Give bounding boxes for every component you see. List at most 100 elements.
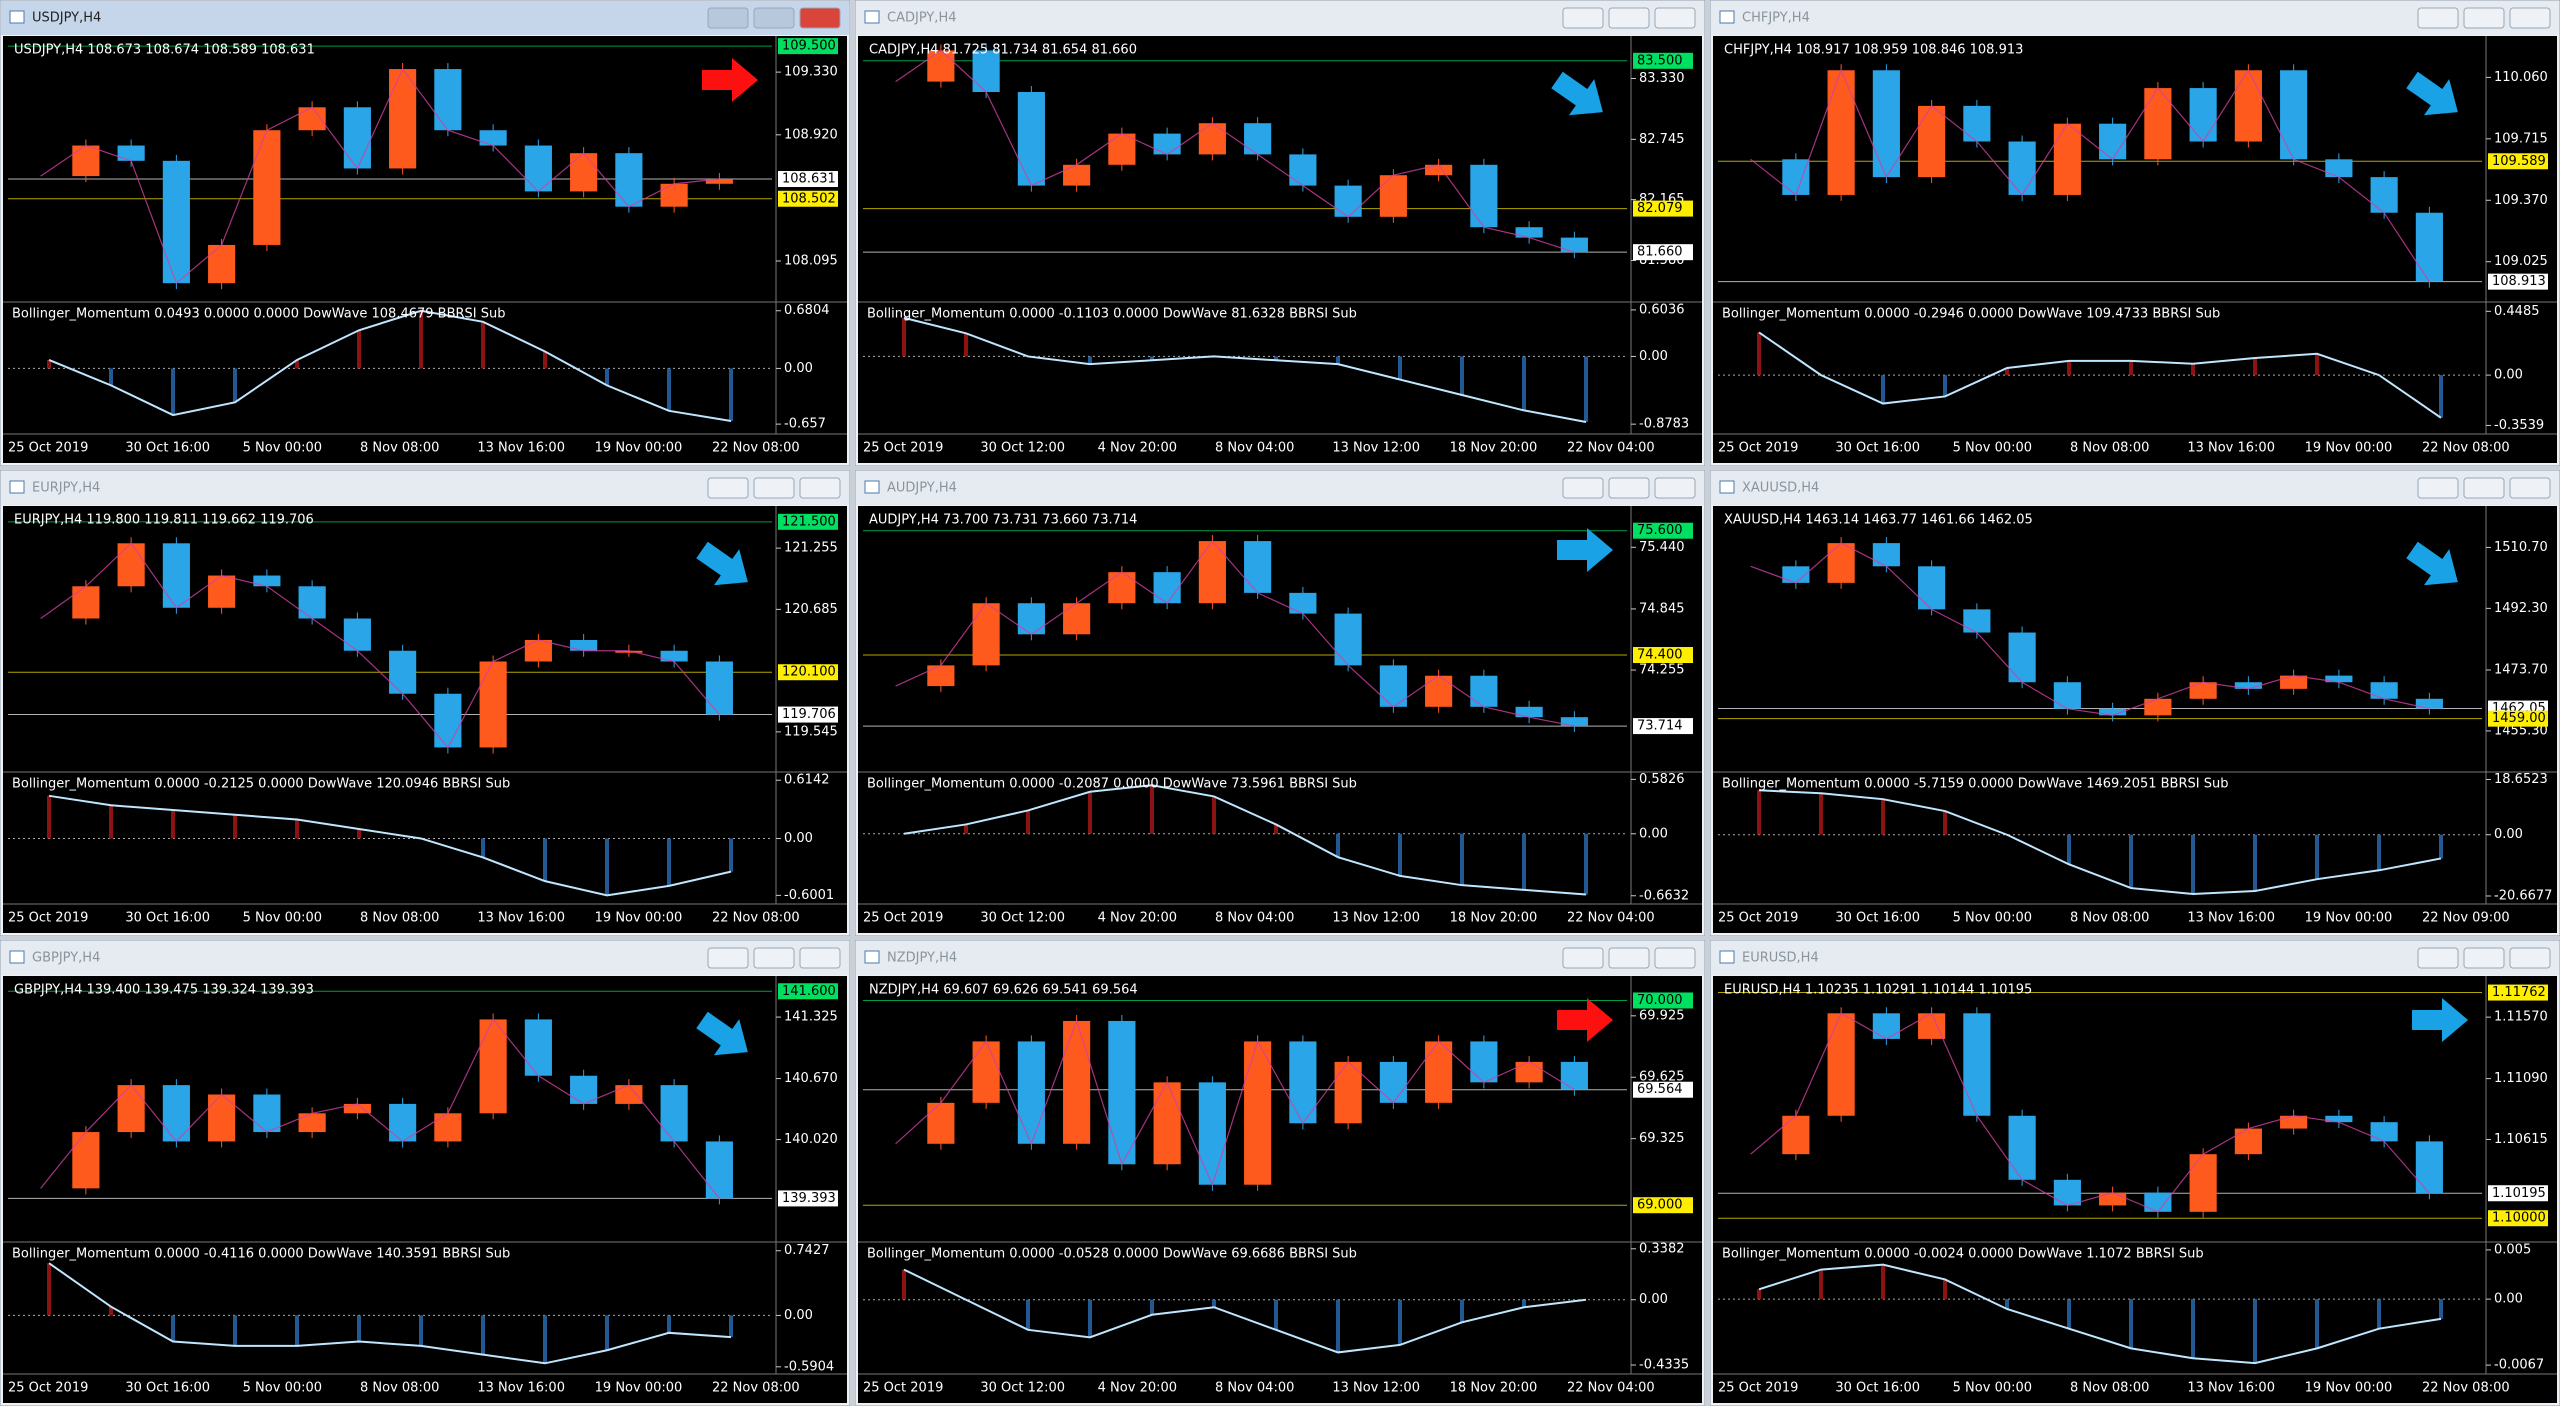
- date-label: 22 Nov 08:00: [712, 441, 800, 456]
- momentum-bar: [2005, 1299, 2009, 1309]
- candle: [1872, 70, 1900, 178]
- price-tag-label: 141.600: [782, 984, 836, 999]
- candle: [1515, 227, 1543, 238]
- momentum-bar: [2129, 834, 2133, 889]
- close-button[interactable]: [2509, 947, 2551, 969]
- maximize-button[interactable]: [753, 477, 795, 499]
- window-title: CHFJPY,H4: [1742, 11, 1810, 26]
- candle: [1244, 541, 1272, 593]
- maximize-button[interactable]: [753, 947, 795, 969]
- momentum-bar: [2067, 1299, 2071, 1329]
- chart-window[interactable]: XAUUSD,H41510.701492.301473.701455.30146…: [1710, 470, 2560, 936]
- chart-window[interactable]: CADJPY,H483.33082.74582.16581.58083.5008…: [855, 0, 1705, 466]
- minimize-button[interactable]: [2417, 947, 2459, 969]
- candle: [162, 543, 190, 608]
- maximize-button[interactable]: [2463, 947, 2505, 969]
- sub-scale-label: 0.00: [1639, 826, 1668, 841]
- momentum-bar: [667, 368, 671, 411]
- candle: [2370, 177, 2398, 213]
- candle: [2415, 1141, 2443, 1194]
- minimize-button[interactable]: [1562, 477, 1604, 499]
- sub-scale-label: 0.00: [1639, 1292, 1668, 1307]
- momentum-bar: [1757, 1289, 1761, 1300]
- candle: [2099, 123, 2127, 160]
- candle: [2280, 1115, 2308, 1129]
- chart-window[interactable]: GBPJPY,H4 141.325 140.670 140.020 141.600 139…: [0, 940, 850, 1406]
- price-label: 121.255: [784, 541, 838, 556]
- maximize-button[interactable]: [753, 7, 795, 29]
- minimize-button[interactable]: [707, 477, 749, 499]
- chart-window[interactable]: EURUSD,H4 1.11570 1.11090 1.10615 1.11762 1.1…: [1710, 940, 2560, 1406]
- momentum-bar: [1150, 785, 1154, 834]
- maximize-button[interactable]: [2463, 477, 2505, 499]
- close-button[interactable]: [1654, 947, 1696, 969]
- momentum-bar: [902, 1269, 906, 1300]
- chart-window[interactable]: CHFJPY,H4 110.060 109.715 109.370 109.025 109…: [1710, 0, 2560, 466]
- price-label: 69.925: [1639, 1008, 1685, 1023]
- minimize-button[interactable]: [2417, 477, 2459, 499]
- chart-window[interactable]: EURJPY,H4 121.255 120.685 119.545 121.500 120…: [0, 470, 850, 936]
- candle: [298, 1113, 326, 1133]
- momentum-bar: [605, 368, 609, 386]
- chart-window[interactable]: AUDJPY,H4 75.440 74.845 74.255 75.600 74.400 7…: [855, 470, 1705, 936]
- window-title: EURUSD,H4: [1742, 951, 1819, 966]
- close-button[interactable]: [1654, 477, 1696, 499]
- price-label: 109.370: [2494, 193, 2548, 208]
- candle: [1198, 541, 1226, 604]
- window-title: USDJPY,H4: [32, 11, 101, 26]
- trend-arrow: [696, 541, 748, 586]
- maximize-button[interactable]: [1608, 947, 1650, 969]
- chart-window[interactable]: NZDJPY,H4 69.925 69.625 69.325 70.000 69.564 6…: [855, 940, 1705, 1406]
- momentum-bar: [357, 828, 361, 839]
- minimize-button[interactable]: [707, 7, 749, 29]
- date-label: 25 Oct 2019: [8, 1381, 88, 1396]
- candle: [1334, 1061, 1362, 1124]
- momentum-bar: [1150, 356, 1154, 361]
- close-button[interactable]: [2509, 477, 2551, 499]
- indicator-label: Bollinger_Momentum 0.0000 -0.2946 0.0000…: [1722, 307, 2220, 322]
- minimize-button[interactable]: [2417, 7, 2459, 29]
- maximize-button[interactable]: [2463, 7, 2505, 29]
- date-label: 8 Nov 04:00: [1215, 441, 1294, 456]
- candle: [972, 50, 1000, 92]
- sub-scale-label: 18.6523: [2494, 772, 2548, 787]
- price-tag: [1633, 200, 1693, 217]
- momentum-bar: [543, 351, 547, 369]
- momentum-bar: [2315, 1299, 2319, 1349]
- close-button[interactable]: [799, 7, 841, 29]
- price-tag-label: 139.393: [782, 1191, 836, 1206]
- close-button[interactable]: [1654, 7, 1696, 29]
- minimize-button[interactable]: [707, 947, 749, 969]
- minimize-button[interactable]: [1562, 947, 1604, 969]
- momentum-bar: [357, 330, 361, 369]
- candle: [2008, 1115, 2036, 1180]
- momentum-bar: [729, 838, 733, 872]
- price-tag-label: 119.706: [782, 707, 836, 722]
- sub-scale-label: 0.00: [2494, 368, 2523, 383]
- candle: [1827, 543, 1855, 583]
- candle: [1063, 1020, 1091, 1144]
- date-label: 19 Nov 00:00: [2305, 911, 2393, 926]
- maximize-button[interactable]: [1608, 477, 1650, 499]
- chart-window[interactable]: USDJPY,H4 109.330 108.920 108.095 109.500 108…: [0, 0, 850, 466]
- momentum-bar: [481, 321, 485, 369]
- candle: [1963, 609, 1991, 633]
- date-label: 18 Nov 20:00: [1450, 911, 1538, 926]
- date-label: 5 Nov 00:00: [1953, 441, 2032, 456]
- date-label: 25 Oct 2019: [863, 911, 943, 926]
- price-label: 1455.30: [2494, 723, 2548, 738]
- close-button[interactable]: [799, 947, 841, 969]
- momentum-bar: [47, 1263, 51, 1316]
- momentum-bar: [1274, 824, 1278, 834]
- minimize-button[interactable]: [1562, 7, 1604, 29]
- close-button[interactable]: [799, 477, 841, 499]
- close-button[interactable]: [2509, 7, 2551, 29]
- candle: [1017, 1041, 1045, 1144]
- sub-scale-label: 0.6142: [784, 773, 830, 788]
- sub-scale-label: 0.5826: [1639, 772, 1685, 787]
- momentum-bar: [2129, 360, 2133, 376]
- candle: [434, 1113, 462, 1142]
- momentum-bar: [1881, 799, 1885, 835]
- date-label: 4 Nov 20:00: [1098, 441, 1177, 456]
- maximize-button[interactable]: [1608, 7, 1650, 29]
